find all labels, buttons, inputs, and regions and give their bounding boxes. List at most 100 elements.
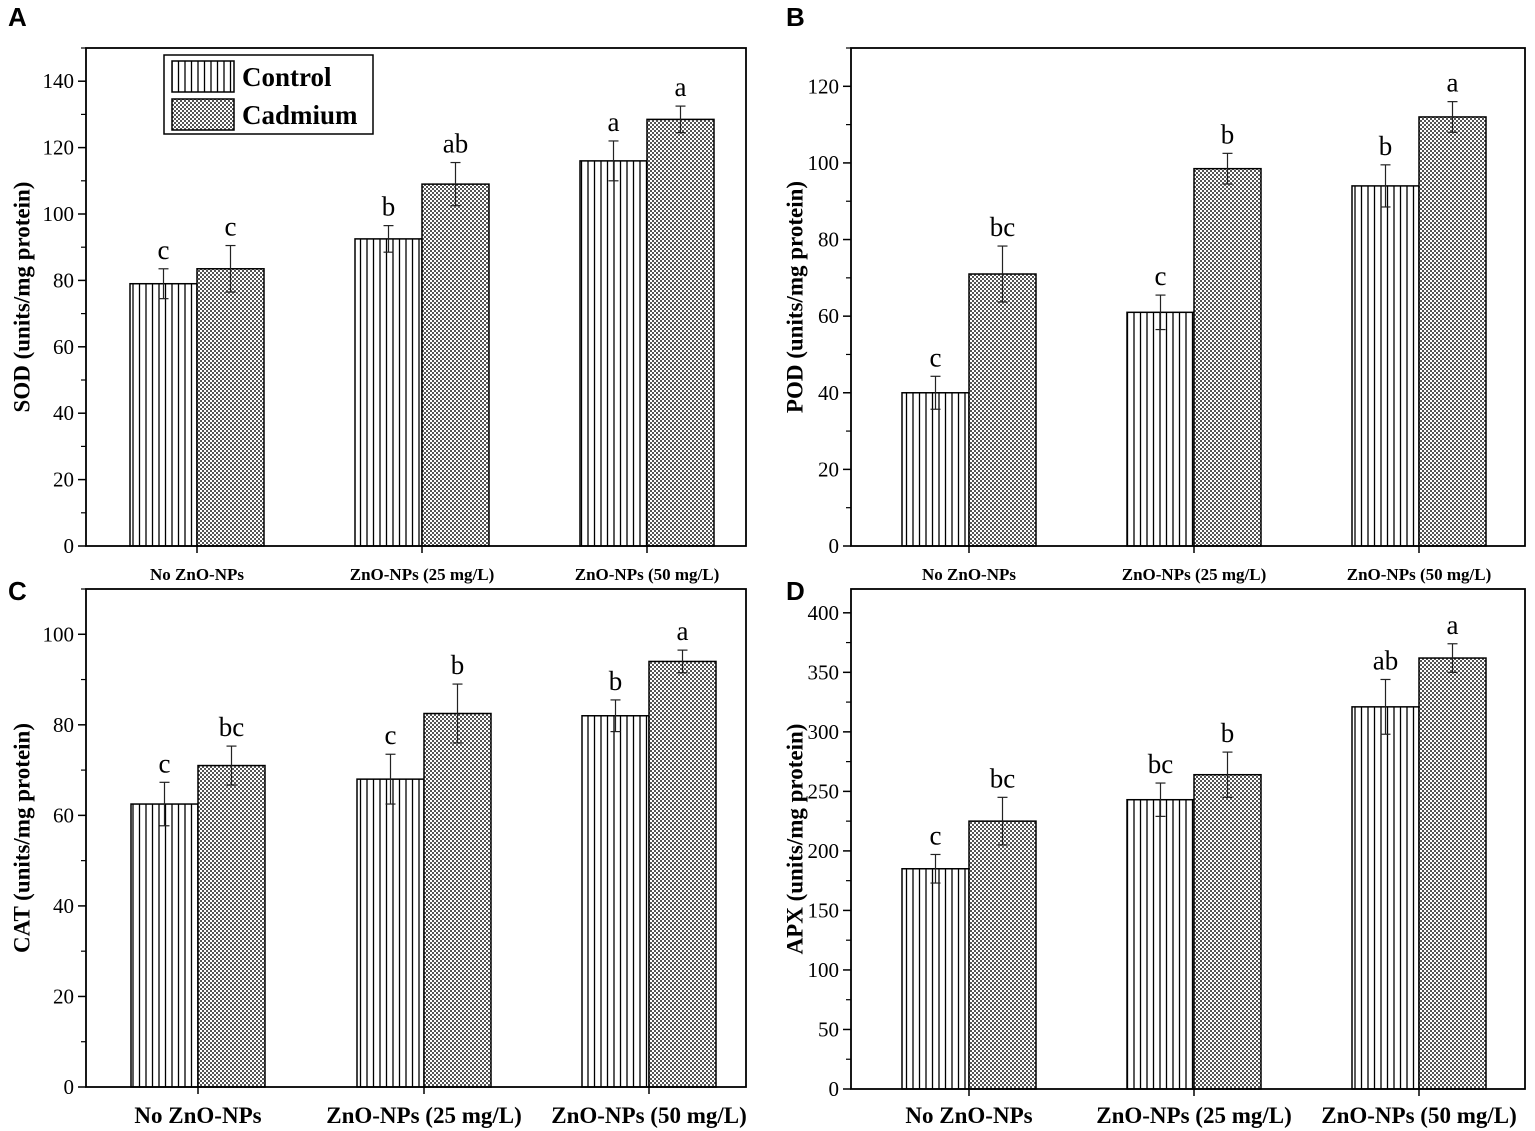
significance-letter: ab [443, 129, 468, 159]
bar-control [579, 160, 648, 547]
significance-letter: c [159, 748, 171, 778]
y-tick-label: 60 [53, 335, 74, 359]
x-category-label: No ZnO-NPs [150, 565, 244, 584]
bar-control [356, 778, 425, 1088]
significance-letter: bc [219, 712, 245, 742]
y-tick-label: 0 [829, 534, 840, 558]
bar-control [1351, 706, 1420, 1090]
significance-letter: bc [990, 212, 1016, 242]
x-category-label: ZnO-NPs (50 mg/L) [575, 565, 720, 584]
x-category-label: ZnO-NPs (50 mg/L) [1347, 565, 1492, 584]
significance-letter: b [382, 192, 396, 222]
y-axis-label: POD (units/mg protein) [783, 181, 808, 413]
y-tick-label: 60 [53, 803, 74, 827]
significance-letter: b [1221, 119, 1235, 149]
x-category-label: ZnO-NPs (25 mg/L) [1122, 565, 1267, 584]
y-tick-label: 40 [53, 894, 74, 918]
significance-letter: a [608, 107, 620, 137]
significance-letter: c [385, 720, 397, 750]
y-tick-label: 350 [808, 660, 840, 684]
significance-letter: bc [990, 763, 1016, 793]
significance-letter: b [609, 666, 623, 696]
plot-frame [85, 588, 747, 1088]
x-category-label: No ZnO-NPs [905, 1103, 1032, 1128]
legend-swatch-cadmium [171, 98, 235, 131]
x-category-label: ZnO-NPs (25 mg/L) [326, 1103, 522, 1128]
panel-d: D APX (units/mg protein) 0 50 100 150 200 250 30… [783, 576, 1526, 1128]
y-tick-label: 20 [53, 468, 74, 492]
plot-frame [85, 47, 747, 547]
y-tick-label: 80 [53, 713, 74, 737]
significance-letter: b [451, 650, 465, 680]
x-category-label: ZnO-NPs (50 mg/L) [551, 1103, 747, 1128]
x-category-label: No ZnO-NPs [134, 1103, 261, 1128]
y-tick-label: 50 [818, 1017, 839, 1041]
y-tick-label: 120 [43, 136, 75, 160]
bar-cadmium [423, 712, 492, 1088]
significance-letter: c [930, 342, 942, 372]
x-category-label: ZnO-NPs (25 mg/L) [1096, 1103, 1292, 1128]
significance-letter: a [1447, 68, 1459, 98]
y-axis-label: CAT (units/mg protein) [10, 723, 35, 953]
y-tick-label: 200 [808, 839, 840, 863]
significance-letter: c [225, 212, 237, 242]
y-tick-label: 400 [808, 601, 840, 625]
bar-control [901, 868, 970, 1090]
y-tick-label: 150 [808, 898, 840, 922]
y-axis-label: SOD (units/mg protein) [10, 182, 35, 413]
y-tick-label: 140 [43, 69, 75, 93]
bar-cadmium [196, 268, 265, 547]
significance-letter: b [1379, 131, 1393, 161]
significance-letter: c [1155, 261, 1167, 291]
bar-cadmium [197, 764, 266, 1088]
panel-a: A SOD (units/mg protein) 0 20 40 60 80 100 120 14… [8, 2, 747, 584]
legend-swatch-control [171, 60, 235, 93]
bar-cadmium [1418, 657, 1487, 1090]
significance-letter: c [930, 820, 942, 850]
y-tick-label: 300 [808, 720, 840, 744]
x-category-label: No ZnO-NPs [922, 565, 1016, 584]
y-tick-label: 60 [818, 304, 839, 328]
x-category-label: ZnO-NPs (25 mg/L) [350, 565, 495, 584]
panel-letter: D [786, 576, 805, 606]
x-category-label: ZnO-NPs (50 mg/L) [1321, 1103, 1517, 1128]
significance-letter: a [675, 72, 687, 102]
significance-letter: a [677, 616, 689, 646]
plot-frame [850, 588, 1526, 1090]
significance-letter: a [1447, 610, 1459, 640]
y-tick-label: 40 [818, 381, 839, 405]
bar-control [1126, 798, 1195, 1090]
y-tick-label: 40 [53, 401, 74, 425]
y-tick-label: 100 [43, 622, 75, 646]
y-tick-label: 20 [53, 984, 74, 1008]
y-tick-label: 100 [808, 151, 840, 175]
bar-cadmium [1193, 773, 1262, 1090]
bar-cadmium [421, 183, 490, 547]
y-tick-label: 20 [818, 457, 839, 481]
significance-letter: bc [1148, 749, 1174, 779]
bar-cadmium [968, 273, 1037, 547]
bar-cadmium [1193, 167, 1262, 547]
y-tick-label: 0 [64, 1075, 75, 1099]
y-tick-label: 0 [829, 1077, 840, 1101]
y-tick-label: 120 [808, 74, 840, 98]
plot-frame [850, 47, 1526, 547]
bar-cadmium [968, 820, 1037, 1090]
bar-control [129, 282, 198, 547]
y-tick-label: 80 [818, 228, 839, 252]
bar-control [130, 803, 199, 1088]
legend-label-cadmium: Cadmium [242, 100, 358, 130]
bar-cadmium [646, 118, 715, 547]
panel-letter: A [8, 2, 27, 32]
panel-letter: C [8, 576, 27, 606]
significance-letter: ab [1373, 645, 1398, 675]
bar-control [581, 715, 650, 1088]
y-tick-label: 250 [808, 779, 840, 803]
legend: Control Cadmium [163, 54, 374, 135]
panel-letter: B [786, 2, 805, 32]
y-axis-label: APX (units/mg protein) [783, 724, 808, 955]
legend-label-control: Control [242, 62, 332, 92]
y-tick-label: 100 [808, 958, 840, 982]
